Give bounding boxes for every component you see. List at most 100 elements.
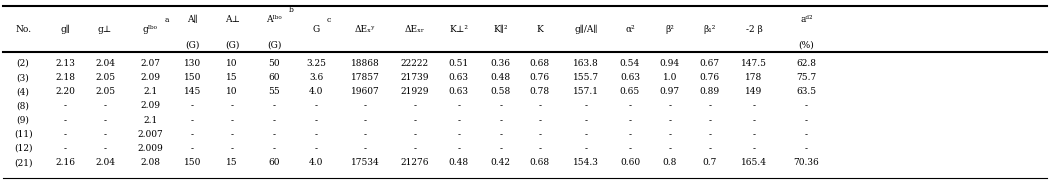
Text: -: - <box>709 130 711 139</box>
Text: 0.89: 0.89 <box>699 87 720 96</box>
Text: -: - <box>364 102 366 110</box>
Text: g⊥: g⊥ <box>98 25 112 34</box>
Text: 2.1: 2.1 <box>143 116 158 125</box>
Text: 0.58: 0.58 <box>490 87 511 96</box>
Text: 10: 10 <box>227 59 237 68</box>
Text: -: - <box>315 144 317 153</box>
Text: (G): (G) <box>267 41 281 49</box>
Text: 0.97: 0.97 <box>659 87 680 96</box>
Text: -: - <box>585 130 587 139</box>
Text: 0.48: 0.48 <box>448 158 469 167</box>
Text: -: - <box>753 130 755 139</box>
Text: K⊥²: K⊥² <box>449 25 468 34</box>
Text: α²: α² <box>625 25 635 34</box>
Text: ΔEₓʸ: ΔEₓʸ <box>355 25 376 34</box>
Text: 147.5: 147.5 <box>741 59 766 68</box>
Text: -: - <box>414 116 416 125</box>
Text: 21739: 21739 <box>400 73 429 82</box>
Text: -: - <box>231 102 233 110</box>
Text: -: - <box>805 116 807 125</box>
Text: -: - <box>585 144 587 153</box>
Text: -: - <box>709 116 711 125</box>
Text: 0.76: 0.76 <box>699 73 720 82</box>
Text: (G): (G) <box>185 41 200 49</box>
Text: -: - <box>458 102 460 110</box>
Text: ΔEₓᵣ: ΔEₓᵣ <box>404 25 425 34</box>
Text: (9): (9) <box>17 116 29 125</box>
Text: -: - <box>104 130 106 139</box>
Text: 150: 150 <box>184 73 201 82</box>
Text: 0.76: 0.76 <box>529 73 550 82</box>
Text: (G): (G) <box>225 41 239 49</box>
Text: 0.42: 0.42 <box>490 158 511 167</box>
Text: 0.36: 0.36 <box>490 59 511 68</box>
Text: 4.0: 4.0 <box>309 87 323 96</box>
Text: g∥: g∥ <box>60 25 70 34</box>
Text: A⊥: A⊥ <box>225 15 239 24</box>
Text: 0.60: 0.60 <box>620 158 640 167</box>
Text: -: - <box>669 102 671 110</box>
Text: b: b <box>289 6 294 14</box>
Text: -: - <box>500 144 502 153</box>
Text: (4): (4) <box>17 87 29 96</box>
Text: -: - <box>104 116 106 125</box>
Text: -: - <box>364 144 366 153</box>
Text: 2.13: 2.13 <box>56 59 75 68</box>
Text: 0.54: 0.54 <box>620 59 640 68</box>
Text: -: - <box>414 130 416 139</box>
Text: c: c <box>327 16 331 24</box>
Text: -: - <box>64 116 66 125</box>
Text: -: - <box>805 102 807 110</box>
Text: 63.5: 63.5 <box>796 87 817 96</box>
Text: -: - <box>458 116 460 125</box>
Text: -: - <box>585 102 587 110</box>
Text: (8): (8) <box>17 102 29 110</box>
Text: 0.63: 0.63 <box>620 73 640 82</box>
Text: 178: 178 <box>746 73 762 82</box>
Text: -: - <box>629 144 631 153</box>
Text: -: - <box>414 144 416 153</box>
Text: 2.16: 2.16 <box>55 158 76 167</box>
Text: -: - <box>231 144 233 153</box>
Text: 15: 15 <box>226 73 238 82</box>
Text: 2.04: 2.04 <box>94 158 116 167</box>
Text: -: - <box>585 116 587 125</box>
Text: -: - <box>64 130 66 139</box>
Text: (2): (2) <box>17 59 29 68</box>
Text: 157.1: 157.1 <box>573 87 598 96</box>
Text: -: - <box>191 144 193 153</box>
Text: 2.07: 2.07 <box>140 59 161 68</box>
Text: 2.18: 2.18 <box>55 73 76 82</box>
Text: 15: 15 <box>226 158 238 167</box>
Text: 75.7: 75.7 <box>796 73 817 82</box>
Text: -: - <box>364 116 366 125</box>
Text: K∥²: K∥² <box>494 25 508 34</box>
Text: 0.7: 0.7 <box>702 158 717 167</box>
Text: 17857: 17857 <box>351 73 380 82</box>
Text: -: - <box>500 116 502 125</box>
Text: 2.09: 2.09 <box>140 102 161 110</box>
Text: 2.05: 2.05 <box>94 87 116 96</box>
Text: 3.25: 3.25 <box>306 59 327 68</box>
Text: 0.65: 0.65 <box>620 87 640 96</box>
Text: -: - <box>709 144 711 153</box>
Text: 0.48: 0.48 <box>490 73 511 82</box>
Text: -: - <box>753 116 755 125</box>
Text: -: - <box>709 102 711 110</box>
Text: 165.4: 165.4 <box>741 158 766 167</box>
Text: -: - <box>273 130 275 139</box>
Text: -: - <box>273 102 275 110</box>
Text: -: - <box>753 102 755 110</box>
Text: β²: β² <box>666 25 674 34</box>
Text: 2.1: 2.1 <box>143 87 158 96</box>
Text: -: - <box>315 116 317 125</box>
Text: 0.78: 0.78 <box>529 87 550 96</box>
Text: -: - <box>539 116 541 125</box>
Text: 145: 145 <box>184 87 201 96</box>
Text: -: - <box>500 102 502 110</box>
Text: 1.0: 1.0 <box>663 73 677 82</box>
Text: 0.67: 0.67 <box>699 59 720 68</box>
Text: -: - <box>231 116 233 125</box>
Text: -: - <box>191 130 193 139</box>
Text: g∥/A∥: g∥/A∥ <box>574 25 597 34</box>
